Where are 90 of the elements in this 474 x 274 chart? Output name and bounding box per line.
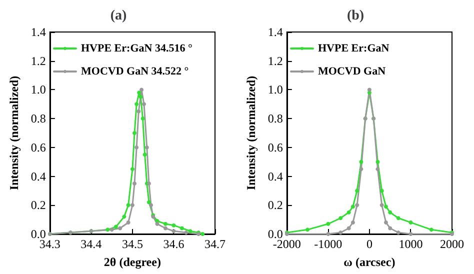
point	[355, 188, 360, 193]
point	[396, 230, 400, 235]
y-tick-label: 0.8	[268, 112, 283, 126]
point	[138, 94, 143, 99]
y-tick-label: 0.4	[30, 169, 46, 184]
y-tick-label: 1.4	[268, 25, 283, 39]
point	[380, 203, 384, 208]
point	[163, 226, 168, 230]
point	[144, 145, 149, 150]
point	[350, 220, 355, 224]
point	[408, 232, 413, 236]
point	[106, 228, 110, 232]
point	[163, 222, 168, 226]
point	[142, 152, 147, 157]
point	[126, 220, 130, 224]
point	[172, 223, 176, 228]
point	[384, 220, 388, 224]
point	[359, 160, 364, 164]
y-axis-title: Intensity (normalized)	[7, 76, 21, 190]
x-tick-label: 34.7	[204, 237, 226, 251]
point	[367, 88, 372, 92]
point	[146, 200, 151, 204]
x-tick-label: 34.6	[163, 237, 184, 251]
point	[346, 210, 351, 214]
point	[306, 228, 310, 232]
point	[376, 160, 380, 164]
point	[142, 102, 146, 106]
point	[408, 220, 413, 224]
y-tick-label: 0.6	[268, 140, 283, 154]
x-tick-label: 34.4	[80, 237, 102, 251]
point	[346, 226, 351, 230]
point	[134, 102, 139, 106]
y-tick-label: 1.2	[30, 54, 46, 68]
point	[130, 203, 134, 208]
point	[114, 224, 118, 229]
point	[137, 90, 142, 95]
x-tick-label: -1000	[314, 237, 342, 251]
y-axis-title: Intensity (normalized)	[244, 76, 258, 190]
point	[155, 222, 160, 226]
point	[326, 222, 330, 226]
point	[429, 228, 434, 232]
chart-title: (a)	[110, 8, 127, 24]
point	[380, 188, 384, 193]
point	[388, 210, 392, 214]
point	[180, 226, 184, 230]
legend-label: HVPE Er:GaN 34.516 °	[81, 42, 192, 54]
x-tick-label: 34.5	[122, 237, 143, 251]
point	[122, 214, 126, 219]
x-axis-title: ω (arcsec)	[344, 255, 396, 269]
y-tick-label: 1.4	[30, 25, 46, 39]
point	[118, 226, 122, 230]
point	[338, 230, 343, 235]
x-tick-label: 1000	[398, 237, 423, 251]
x-tick-label: 2000	[440, 237, 464, 251]
point	[359, 167, 364, 172]
point	[110, 228, 114, 232]
point	[376, 167, 380, 172]
point	[134, 145, 139, 150]
legend-label: HVPE Er:GaN	[318, 42, 390, 54]
point	[350, 204, 355, 209]
y-tick-label: 0.6	[30, 140, 46, 154]
point	[384, 204, 388, 209]
chart-title: (b)	[346, 8, 364, 24]
point	[338, 216, 343, 220]
point	[355, 203, 360, 208]
point	[140, 88, 144, 92]
point	[136, 109, 141, 114]
legend-label: MOCVD GaN	[318, 66, 386, 78]
x-axis-title: 2θ (degree)	[104, 255, 161, 269]
point	[326, 232, 330, 236]
point	[130, 167, 134, 172]
y-tick-label: 1.0	[268, 82, 283, 97]
y-tick-label: 0.4	[268, 169, 283, 184]
y-tick-label: 0.8	[30, 112, 46, 126]
y-tick-label: 1.0	[30, 82, 46, 97]
point	[184, 230, 188, 235]
point	[140, 116, 145, 121]
y-tick-label: 1.2	[268, 54, 283, 68]
x-tick-label: 0	[366, 237, 372, 251]
legend-label: MOCVD GaN 34.522 °	[81, 66, 189, 78]
point	[132, 182, 137, 186]
point	[188, 229, 192, 234]
y-tick-label: 0.2	[30, 198, 46, 212]
point	[388, 226, 392, 230]
point	[149, 203, 154, 208]
point	[132, 131, 137, 135]
point	[126, 203, 130, 208]
point	[200, 232, 205, 236]
y-tick-label: 0.2	[268, 198, 283, 212]
point	[396, 216, 400, 220]
